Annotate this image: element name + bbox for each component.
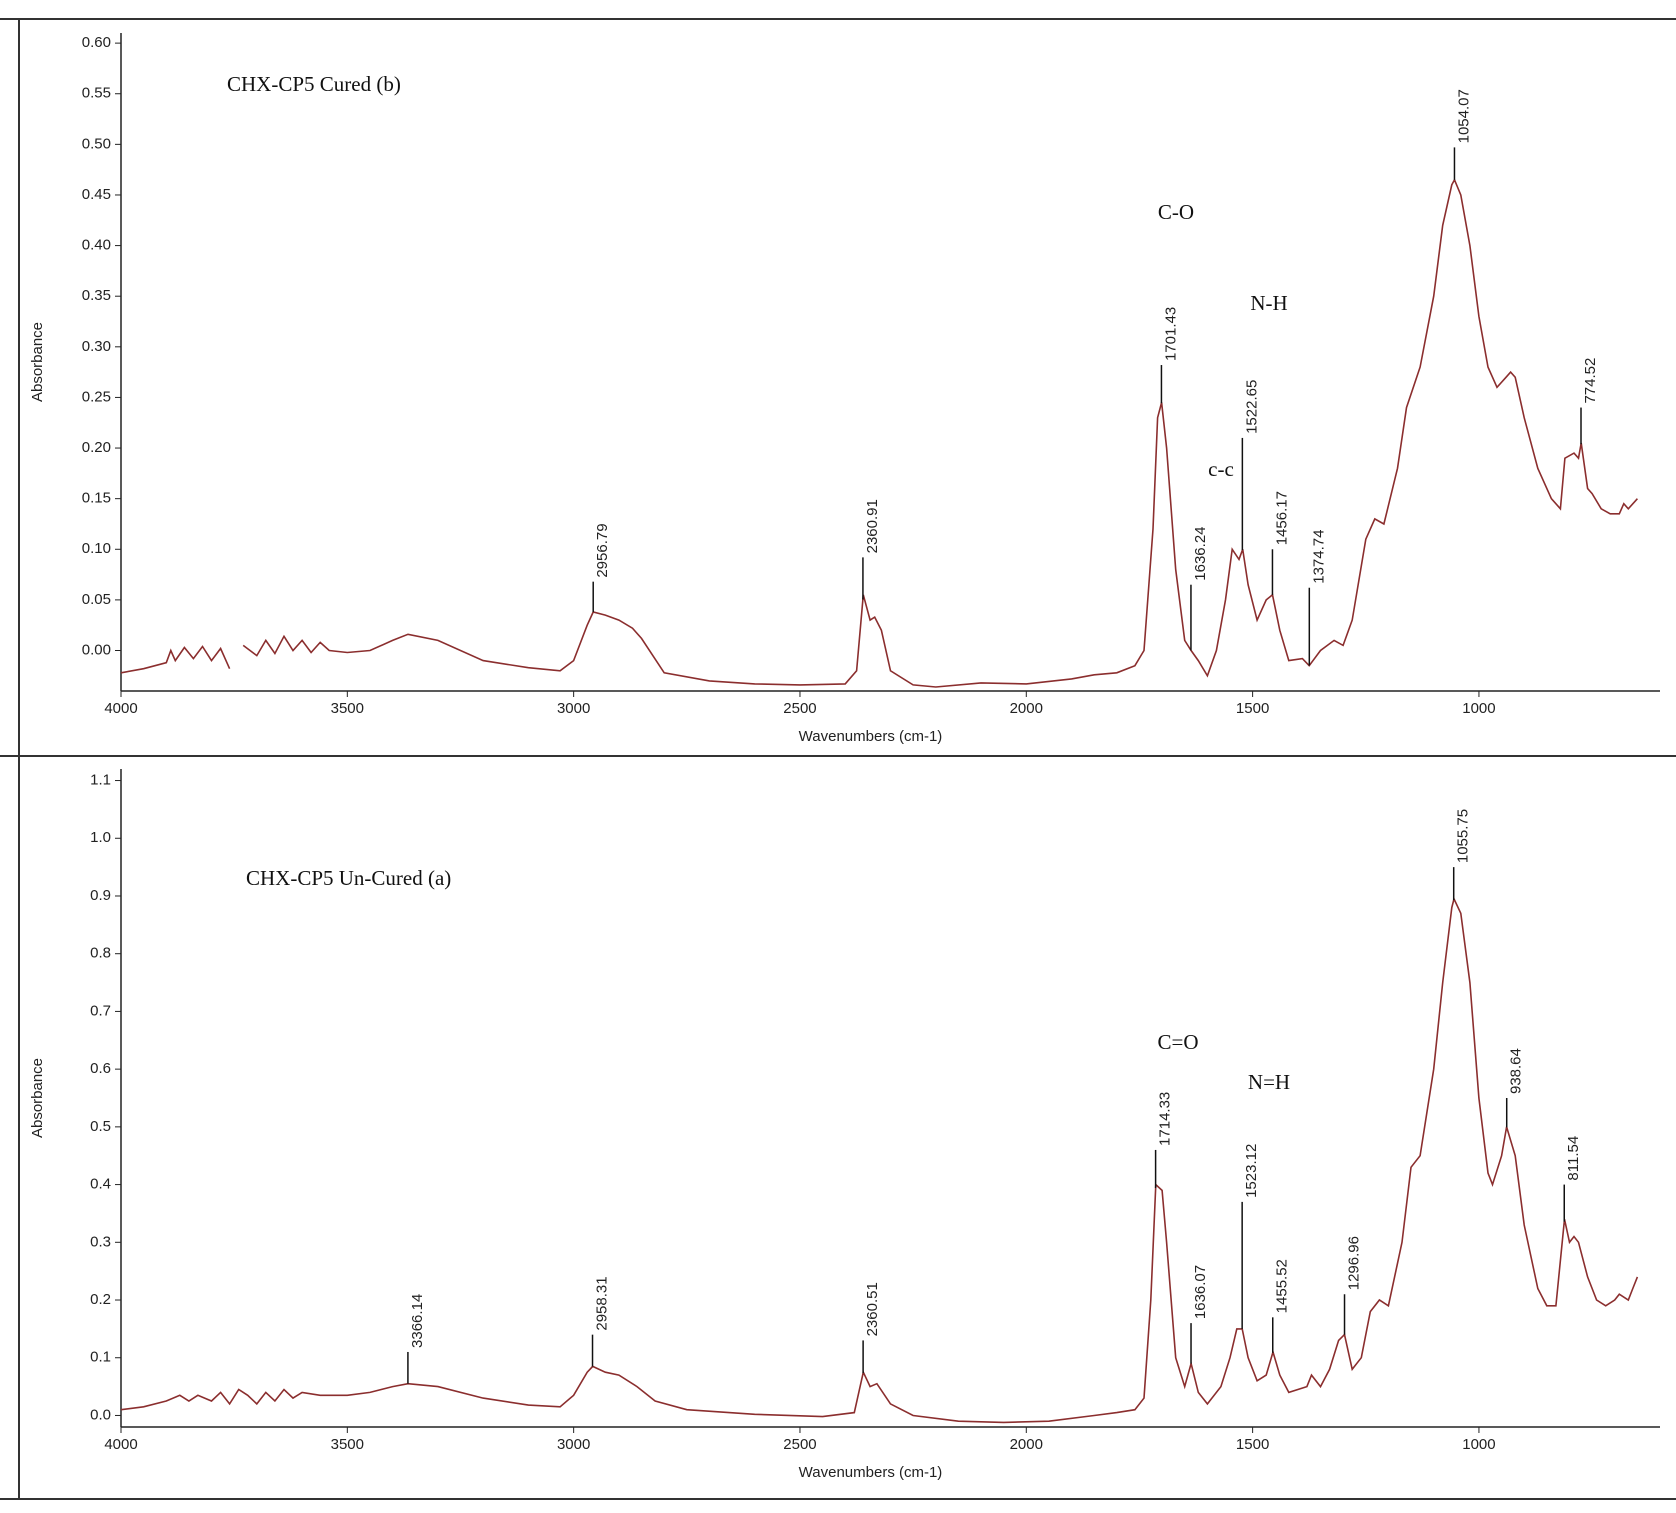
x-tick-label: 3000 [557,1436,590,1453]
peak-label: 1714.33 [1157,1092,1174,1146]
x-tick-label: 3500 [331,700,364,717]
y-tick-label: 0.10 [82,540,111,557]
peak-label: 1636.07 [1192,1265,1209,1319]
peak-label: 1055.75 [1455,809,1472,863]
x-axis-label: Wavenumbers (cm-1) [799,1464,943,1481]
y-tick-label: 0.3 [90,1233,111,1250]
annotation: N=H [1248,1070,1290,1094]
y-tick-label: 0.1 [90,1349,111,1366]
spectrum-line [120,896,1639,1424]
x-tick-label: 2500 [783,1436,816,1453]
y-tick-label: 0.35 [82,287,111,304]
x-tick-label: 1500 [1236,700,1269,717]
annotation: C=O [1157,1030,1198,1054]
peak-label: 1374.74 [1310,530,1327,584]
x-tick-label: 2500 [783,700,816,717]
y-tick-label: 0.40 [82,237,111,254]
x-tick-label: 2000 [1010,1436,1043,1453]
chart-title: CHX-CP5 Un-Cured (a) [246,866,451,890]
peak-label: 3366.14 [409,1294,426,1348]
x-tick-label: 4000 [104,700,137,717]
y-tick-label: 0.4 [90,1176,111,1193]
x-tick-label: 1000 [1462,700,1495,717]
peak-label: 2360.91 [864,499,881,553]
peak-label: 1522.65 [1243,380,1260,434]
x-tick-label: 2000 [1010,700,1043,717]
x-tick-label: 1000 [1462,1436,1495,1453]
y-tick-label: 0.30 [82,338,111,355]
peak-label: 938.64 [1508,1048,1525,1094]
y-tick-label: 0.15 [82,490,111,507]
y-tick-label: 1.0 [90,829,111,846]
y-tick-label: 1.1 [90,772,111,789]
annotation: C-O [1158,200,1194,224]
x-tick-label: 1500 [1236,1436,1269,1453]
y-tick-label: 0.2 [90,1291,111,1308]
y-axis-label: Absorbance [29,322,46,402]
y-tick-label: 0.25 [82,388,111,405]
x-tick-label: 4000 [104,1436,137,1453]
peak-label: 2956.79 [594,523,611,577]
peak-label: 1296.96 [1345,1236,1362,1290]
y-tick-label: 0.7 [90,1002,111,1019]
x-tick-label: 3000 [557,700,590,717]
y-tick-label: 0.60 [82,34,111,51]
peak-label: 1054.07 [1455,89,1472,143]
y-tick-label: 0.00 [82,641,111,658]
y-tick-label: 0.9 [90,887,111,904]
y-tick-label: 0.6 [90,1060,111,1077]
chart-title: CHX-CP5 Cured (b) [227,72,401,96]
spectrum-line [120,177,1638,688]
peak-label: 1701.43 [1162,307,1179,361]
peak-label: 1456.17 [1273,491,1290,545]
peak-label: 1455.52 [1274,1259,1291,1313]
peak-label: 2958.31 [593,1276,610,1330]
y-tick-label: 0.50 [82,135,111,152]
annotation: N-H [1250,291,1287,315]
peak-label: 811.54 [1565,1136,1582,1181]
y-tick-label: 0.45 [82,186,111,203]
x-axis-label: Wavenumbers (cm-1) [799,728,943,745]
peak-label: 774.52 [1582,358,1599,404]
y-tick-label: 0.0 [90,1406,111,1423]
y-tick-label: 0.05 [82,591,111,608]
y-axis-label: Absorbance [29,1058,46,1138]
peak-label: 1523.12 [1243,1144,1260,1198]
peak-label: 2360.51 [864,1282,881,1336]
y-tick-label: 0.55 [82,85,111,102]
y-tick-label: 0.8 [90,945,111,962]
y-tick-label: 0.5 [90,1118,111,1135]
y-tick-label: 0.20 [82,439,111,456]
x-tick-label: 3500 [331,1436,364,1453]
annotation: c-c [1208,457,1234,481]
peak-label: 1636.24 [1192,526,1209,580]
